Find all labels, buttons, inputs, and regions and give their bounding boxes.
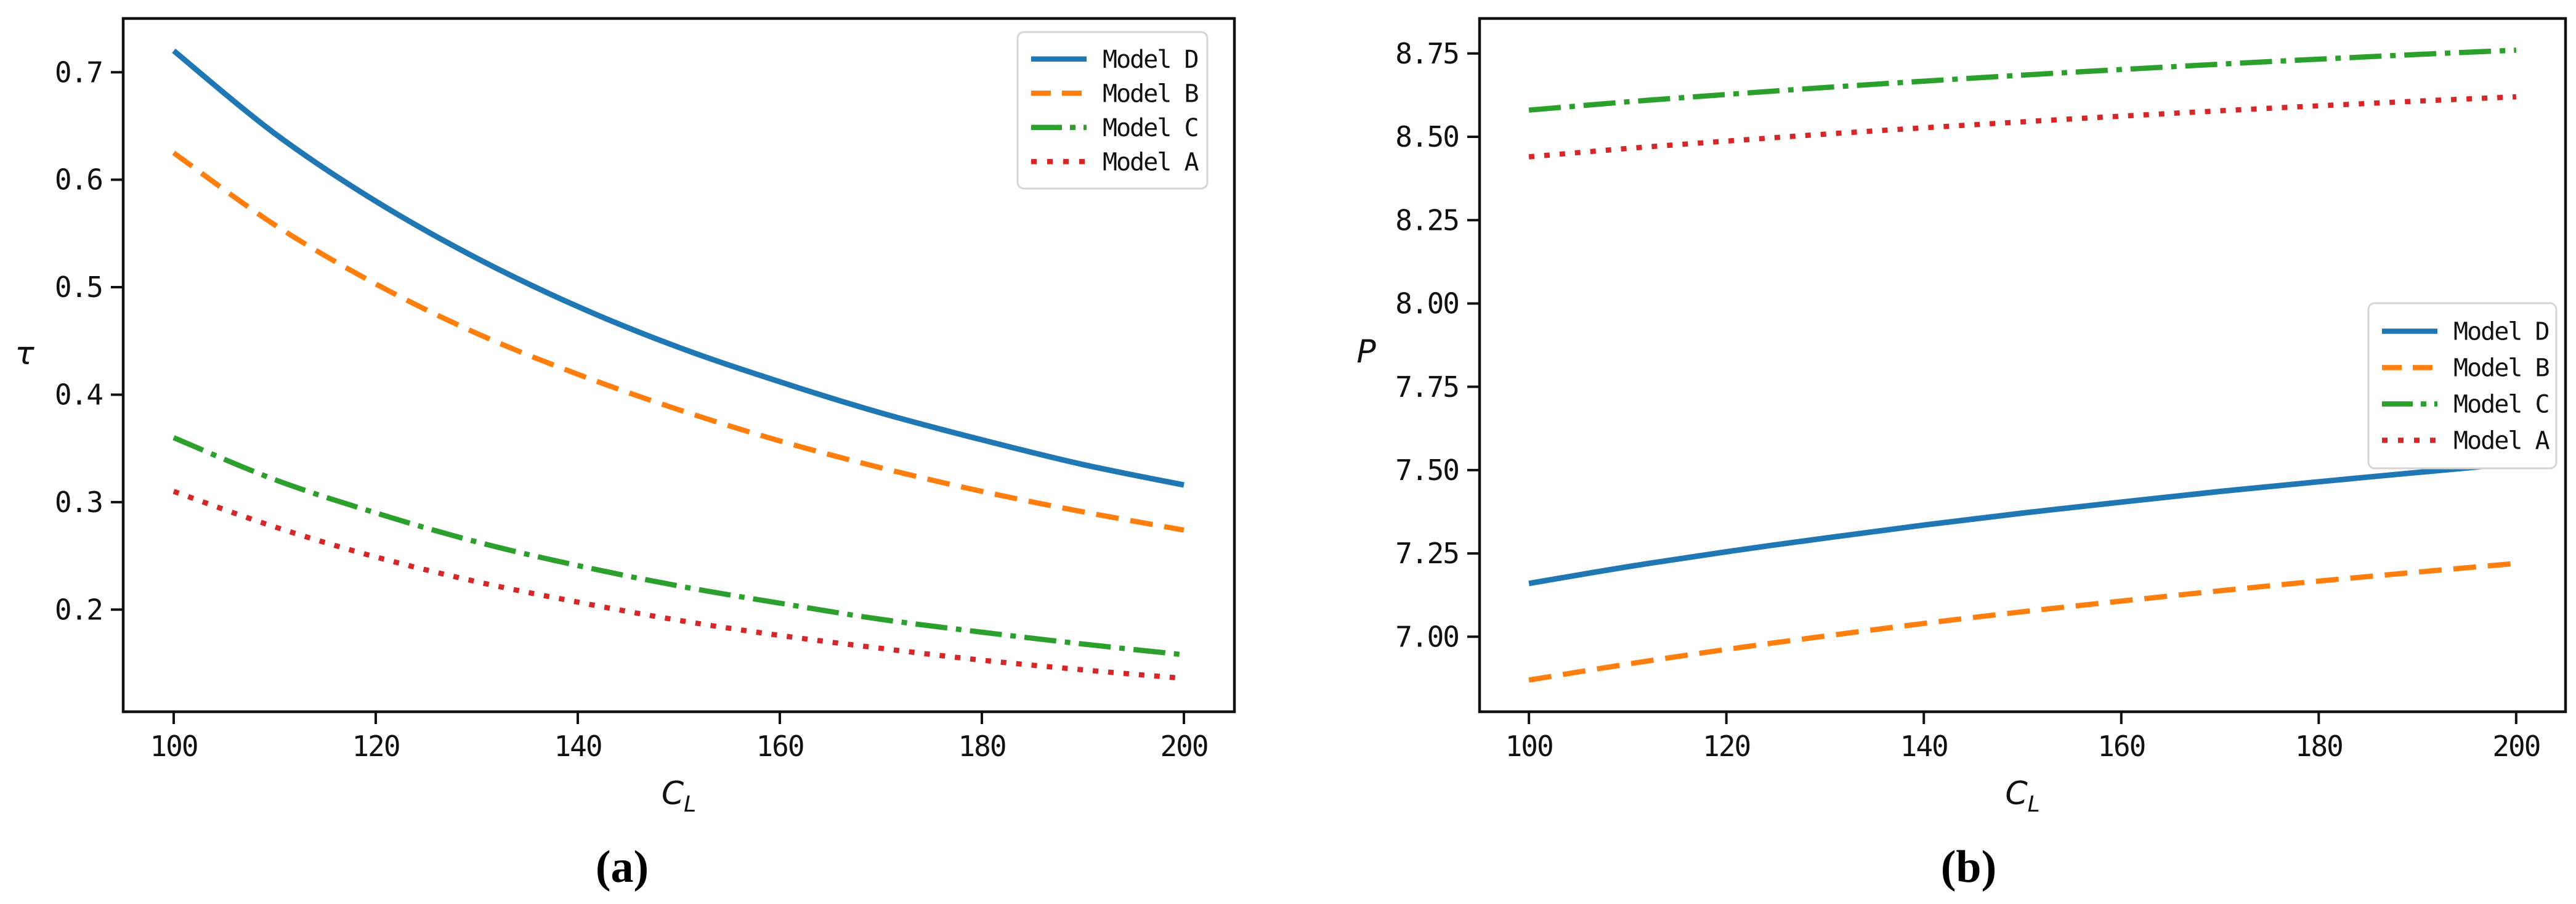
x-tick-label: 140 xyxy=(554,730,601,763)
x-tick-label: 100 xyxy=(1505,730,1553,763)
legend-box xyxy=(1016,31,1209,190)
legend-label-model-a: Model A xyxy=(1103,148,1199,176)
x-tick-label: 200 xyxy=(1160,730,1207,763)
legend-label-model-a: Model A xyxy=(2453,427,2550,455)
series-line-model-b xyxy=(172,150,1185,533)
y-tick-label: 8.50 xyxy=(1395,120,1459,153)
y-tick-label: 0.7 xyxy=(55,55,102,89)
legend-label-model-d: Model D xyxy=(2453,318,2549,346)
x-axis-label: CL xyxy=(662,775,696,817)
y-tick-label: 8.00 xyxy=(1395,287,1459,320)
y-tick-label: 7.75 xyxy=(1395,370,1459,404)
legend-label-model-b: Model B xyxy=(2453,354,2549,383)
legend-label-model-b: Model B xyxy=(1103,79,1198,108)
x-tick-label: 200 xyxy=(2492,730,2540,763)
legend-box xyxy=(2367,302,2558,470)
x-tick-label: 160 xyxy=(756,730,803,763)
caption-b: (b) xyxy=(1940,842,1997,892)
axes-spines xyxy=(121,17,1236,714)
caption-a: (a) xyxy=(595,842,649,892)
x-tick-label: 120 xyxy=(1703,730,1750,763)
y-tick-label: 0.3 xyxy=(55,486,102,519)
series-line-model-a xyxy=(1528,94,2517,160)
series-line-model-c xyxy=(172,435,1185,658)
y-tick-label: 7.00 xyxy=(1395,620,1459,653)
legend-label-model-c: Model C xyxy=(1103,114,1198,142)
chart-a: 100 120 140 160 180 200 0.2 0.3 0.4 0.5 0.6 0.7 CL τ M… xyxy=(15,17,1236,817)
y-tick-label: 7.50 xyxy=(1395,454,1459,487)
y-tick-label: 0.4 xyxy=(55,378,102,412)
y-axis-label: τ xyxy=(15,335,34,372)
x-tick-label: 160 xyxy=(2097,730,2145,763)
y-tick-label: 0.6 xyxy=(55,163,102,197)
x-tick-label: 140 xyxy=(1900,730,1948,763)
x-tick-label: 120 xyxy=(352,730,399,763)
y-axis-label: P xyxy=(1356,333,1376,370)
x-axis-label: CL xyxy=(2005,775,2039,817)
axes-spines xyxy=(1478,17,2567,714)
x-tick-label: 100 xyxy=(150,730,197,763)
chart-b: 100 120 140 160 180 200 7.00 7.25 7.50 7.75 8.00 8.… xyxy=(1356,17,2567,817)
y-tick-label: 0.5 xyxy=(55,271,102,304)
y-tick-label: 7.25 xyxy=(1395,537,1459,570)
series-line-model-d xyxy=(1528,460,2517,587)
series-line-model-a xyxy=(172,489,1185,682)
x-tick-label: 180 xyxy=(958,730,1005,763)
legend-label-model-c: Model C xyxy=(2453,391,2549,419)
y-tick-label: 8.25 xyxy=(1395,203,1459,237)
x-tick-label: 180 xyxy=(2295,730,2343,763)
legend-label-model-d: Model D xyxy=(1103,46,1198,74)
y-tick-label: 0.2 xyxy=(55,593,102,626)
series-line-model-c xyxy=(1528,47,2517,113)
y-tick-label: 8.75 xyxy=(1395,37,1459,70)
series-line-model-d xyxy=(172,48,1185,488)
series-line-model-b xyxy=(1528,561,2517,683)
